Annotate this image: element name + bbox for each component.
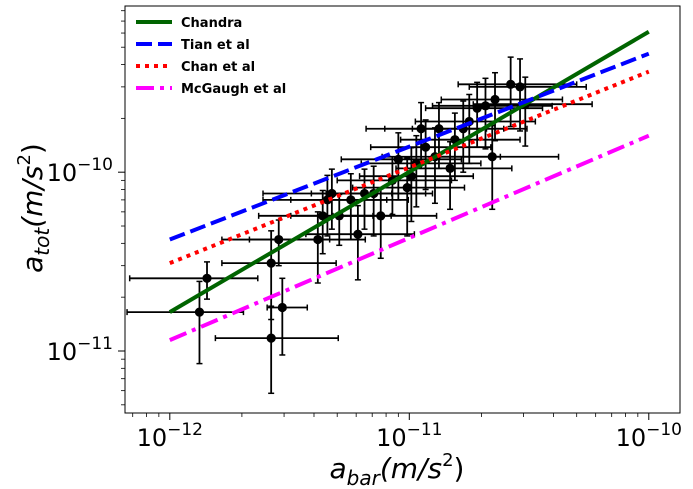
data-point-marker [490,94,500,105]
plot-frame [124,5,681,414]
x-tick-label-1: 10−11 [376,420,442,452]
data-point-marker [313,234,323,245]
series-line-3 [169,133,650,342]
x-axis-label-sub: bar [347,466,382,489]
data-point-1 [128,261,259,300]
legend-item-3: McGaugh et al [136,82,286,97]
data-point-32 [440,71,564,142]
series-line-0 [168,30,650,314]
data-point-marker [376,211,386,221]
y-axis-label-unit-exp: 2 [14,154,35,165]
data-point-marker [266,333,276,343]
tick-base: 10 [376,424,407,452]
data-point-2 [214,305,339,395]
data-point-marker [353,229,363,239]
tick-base: 10 [47,159,78,187]
data-point-marker [445,163,455,173]
data-point-marker [480,101,491,111]
data-point-marker [515,82,525,92]
data-point-marker [402,182,412,193]
x-tick-label-0: 10−12 [137,420,203,452]
y-tick-label-0: 10−11 [47,334,113,366]
data-point-marker [277,302,287,313]
y-axis-label-base: a [16,256,49,273]
legend-item-1: Tian et al [136,38,250,53]
data-point-22 [369,119,492,191]
legend-label: McGaugh et al [181,82,286,97]
x-axis-label-base: a [330,452,347,485]
data-point-5 [266,277,309,356]
lines-layer [168,30,650,342]
y-axis-label-sub: tot [30,227,54,256]
x-axis-label-unit-exp: 2 [442,450,453,471]
data-point-marker [194,307,205,317]
y-axis-label-unit: (m/s [16,166,49,228]
data-point-marker [202,273,212,283]
legend-label: Chandra [181,16,242,31]
series-line-1 [169,51,650,242]
tick-exponent: −10 [646,420,682,440]
x-axis-label: abar(m/s2) [330,450,465,489]
y-axis-label: atot(m/s2) [14,143,54,273]
tick-exponent: −12 [167,420,203,440]
data-point-marker [346,195,356,205]
data-point-marker [487,152,497,162]
legend-label: Tian et al [181,38,250,53]
data-point-marker [266,258,276,268]
tick-base: 10 [137,424,168,452]
x-tick-label-2: 10−10 [616,420,682,452]
x-axis-label-close: ) [454,452,465,485]
tick-exponent: −11 [77,334,113,354]
data-point-marker [421,142,431,152]
x-axis-label-unit: (m/s [380,452,442,485]
tick-base: 10 [47,338,78,366]
legend: Chandra Tian et al Chan et al McGaugh et al [136,16,286,97]
tick-exponent: −10 [77,155,113,175]
legend-item-2: Chan et al [136,60,255,75]
tick-exponent: −11 [407,420,443,440]
data-point-11 [290,173,410,241]
y-axis-label-close: ) [16,143,49,154]
legend-label: Chan et al [181,60,255,75]
y-tick-label-1: 10−10 [47,155,113,187]
legend-item-0: Chandra [136,16,242,31]
tick-base: 10 [616,424,647,452]
